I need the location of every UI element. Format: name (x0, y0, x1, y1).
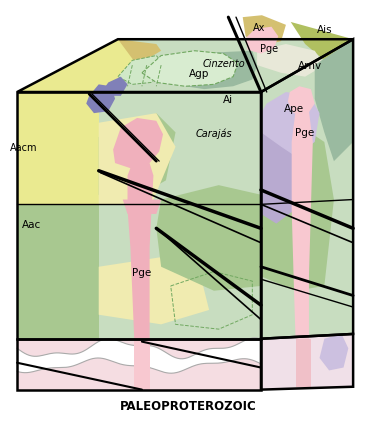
Polygon shape (261, 133, 303, 224)
Polygon shape (99, 78, 127, 97)
Polygon shape (123, 200, 161, 214)
Polygon shape (134, 339, 150, 390)
Polygon shape (320, 334, 348, 371)
Polygon shape (261, 40, 353, 339)
Polygon shape (142, 52, 238, 87)
Polygon shape (291, 23, 353, 66)
Text: Agp: Agp (190, 69, 210, 79)
Text: Aacm: Aacm (11, 142, 38, 153)
Polygon shape (17, 339, 261, 390)
Text: Ape: Ape (284, 104, 304, 114)
Polygon shape (185, 52, 257, 90)
Polygon shape (113, 119, 163, 170)
Text: Carajás: Carajás (196, 128, 232, 138)
Polygon shape (17, 339, 261, 358)
Text: Pge: Pge (132, 267, 152, 277)
Polygon shape (17, 358, 261, 390)
Polygon shape (99, 258, 209, 325)
Polygon shape (118, 56, 166, 85)
Polygon shape (261, 334, 353, 390)
Polygon shape (288, 87, 315, 116)
Polygon shape (261, 124, 334, 291)
Polygon shape (17, 93, 99, 339)
Polygon shape (257, 45, 324, 78)
Polygon shape (261, 334, 353, 390)
Polygon shape (99, 93, 261, 339)
Polygon shape (243, 16, 286, 47)
Polygon shape (156, 186, 261, 291)
Text: PALEOPROTEROZOIC: PALEOPROTEROZOIC (120, 400, 256, 412)
Polygon shape (17, 40, 353, 93)
Polygon shape (261, 40, 353, 339)
Polygon shape (17, 40, 152, 93)
Polygon shape (17, 338, 261, 373)
Text: Pge: Pge (296, 128, 315, 138)
Polygon shape (86, 85, 115, 114)
Polygon shape (17, 93, 99, 205)
Polygon shape (296, 339, 311, 387)
Text: Cinzento: Cinzento (202, 59, 245, 69)
Polygon shape (264, 102, 286, 125)
Polygon shape (17, 338, 261, 359)
Text: Aac: Aac (22, 219, 41, 229)
Polygon shape (246, 28, 278, 55)
Polygon shape (17, 205, 99, 339)
Text: Ai: Ai (223, 95, 233, 104)
Polygon shape (292, 112, 313, 339)
Polygon shape (118, 40, 161, 66)
Text: Ax: Ax (253, 23, 265, 33)
Polygon shape (315, 40, 353, 162)
Text: Arnv: Arnv (298, 61, 322, 71)
Polygon shape (99, 114, 176, 200)
Text: Pge: Pge (259, 44, 278, 54)
Text: Ais: Ais (317, 25, 332, 35)
Polygon shape (261, 93, 320, 157)
Polygon shape (17, 93, 261, 339)
Polygon shape (127, 164, 153, 339)
Polygon shape (99, 114, 176, 205)
